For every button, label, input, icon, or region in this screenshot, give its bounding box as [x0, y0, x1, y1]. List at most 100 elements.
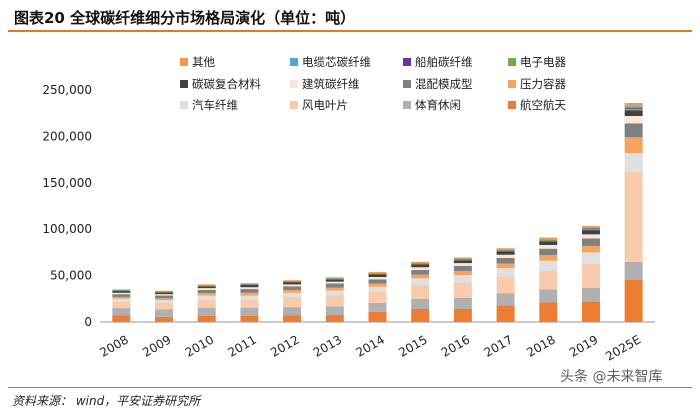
x-tick-label: 2017: [482, 332, 515, 359]
bar-segment: 压力容器 2012: 3000: [283, 289, 302, 293]
legend-item: 体育休闲: [403, 98, 461, 112]
bar-segment: 建筑碳纤维 2018: 4000: [539, 244, 558, 249]
x-tick-label: 2012: [268, 332, 301, 359]
bar-segment: 航空航天 2017: 18000: [496, 305, 515, 322]
bar-stack: 航空航天 2025E: 46000体育休闲 2025E: 19000风电叶片 2…: [624, 102, 643, 322]
bar-stack: 航空航天 2013: 7500体育休闲 2013: 9500风电叶片 2013:…: [325, 277, 344, 322]
bar-segment: 混配模成型 2015: 5000: [411, 270, 430, 275]
bar-segment: 混配模成型 2012: 4000: [283, 286, 302, 290]
bar-segment: 风电叶片 2016: 16500: [453, 282, 472, 298]
bar-segment: 混配模成型 2019: 8000: [581, 238, 600, 246]
legend-label: 航空航天: [520, 98, 566, 112]
footer-divider: [8, 387, 692, 388]
legend-item: 航空航天: [508, 98, 566, 112]
bar-segment: 航空航天 2025E: 46000: [624, 279, 643, 322]
bar-segment: 风电叶片 2012: 11000: [283, 296, 302, 308]
bar-segment: 航空航天 2011: 6500: [240, 315, 259, 322]
bar-segment: 风电叶片 2015: 15000: [411, 284, 430, 299]
bar-segment: 压力容器 2017: 5000: [496, 263, 515, 269]
bar-segment: 其他 2016: 1300: [453, 257, 472, 259]
legend-label: 电子电器: [520, 55, 566, 69]
legend-label: 其他: [192, 55, 215, 69]
bar-segment: 风电叶片 2019: 26000: [581, 263, 600, 288]
bar-segment: 其他 2015: 1200: [411, 261, 430, 263]
bar-segment: 电缆芯碳纤维 2018: 700: [539, 239, 558, 240]
bar-segment: 体育休闲 2013: 9500: [325, 306, 344, 316]
legend-swatch: [508, 101, 516, 109]
bar-segment: 其他 2012: 800: [283, 280, 302, 281]
bar-segment: 风电叶片 2008: 7000: [112, 301, 131, 309]
bar-segment: 建筑碳纤维 2025E: 8000: [624, 115, 643, 124]
bar-segment: 汽车纤维 2008: 3000: [112, 298, 131, 302]
x-axis: 2008 2009 2010 2011 2012 2013 2014 2015 2016 2017…: [97, 321, 655, 364]
x-tick-label: 2018: [524, 332, 557, 359]
bar-segment: 汽车纤维 2009: 3000: [155, 300, 174, 303]
bar-segment: 其他 2019: 2000: [581, 225, 600, 228]
bar-stack: 航空航天 2008: 7000体育休闲 2008: 8000风电叶片 2008:…: [112, 289, 131, 322]
bar-segment: 风电叶片 2025E: 97000: [624, 171, 643, 262]
x-tick-label: 2019: [567, 332, 600, 359]
bar-segment: 航空航天 2016: 14000: [453, 309, 472, 322]
legend-swatch: [508, 80, 516, 88]
x-tick-label: 2009: [140, 332, 173, 359]
bar-segment: 汽车纤维 2011: 4000: [240, 295, 259, 300]
bar-segment: 压力容器 2015: 4000: [411, 274, 430, 279]
bar-segment: 汽车纤维 2016: 8000: [453, 275, 472, 283]
bar-segment: 电子电器 2017: 1000: [496, 250, 515, 252]
bar-stack: 航空航天 2019: 22000体育休闲 2019: 15000风电叶片 201…: [581, 225, 600, 322]
legend-swatch: [180, 58, 188, 66]
legend-swatch: [290, 58, 298, 66]
legend-swatch: [508, 58, 516, 66]
legend-label: 电缆芯碳纤维: [302, 55, 371, 69]
bar-segment: 其他 2010: 800: [197, 284, 216, 286]
bar-segment: 建筑碳纤维 2011: 2000: [240, 287, 259, 290]
y-tick-label: 200,000: [42, 129, 92, 143]
x-tick-label: 2025E: [603, 332, 643, 363]
bar-stack: 航空航天 2017: 18000体育休闲 2017: 13000风电叶片 201…: [496, 248, 515, 322]
bar-segment: 体育休闲 2017: 13000: [496, 293, 515, 306]
bar-segment: 汽车纤维 2025E: 20000: [624, 153, 643, 172]
bar-segment: 风电叶片 2009: 7000: [155, 302, 174, 310]
bar-stack: 航空航天 2011: 6500体育休闲 2011: 9000风电叶片 2011:…: [240, 283, 259, 322]
bar-segment: 风电叶片 2010: 9000: [197, 299, 216, 308]
bar-segment: 体育休闲 2012: 9000: [283, 307, 302, 316]
bar-segment: 航空航天 2018: 21000: [539, 302, 558, 322]
x-tick-label: 2011: [225, 332, 258, 359]
x-tick-label: 2013: [311, 332, 344, 359]
legend-label: 体育休闲: [415, 98, 461, 112]
x-tick-label: 2015: [396, 332, 429, 359]
legend-label: 汽车纤维: [192, 98, 238, 112]
bar-segment: 碳碳复合材料 2012: 2500: [283, 282, 302, 285]
bar-segment: 其他 2025E: 3500: [624, 102, 643, 107]
watermark: 头条 @未来智库: [560, 369, 663, 385]
bar-segment: 风电叶片 2014: 12500: [368, 291, 387, 303]
bar-segment: 混配模成型 2014: 4500: [368, 279, 387, 284]
bar-segment: 航空航天 2009: 5500: [155, 316, 174, 322]
legend-swatch: [403, 101, 411, 109]
bar-segment: 电缆芯碳纤维 2019: 800: [581, 227, 600, 229]
bar-segment: 航空航天 2010: 6500: [197, 315, 216, 322]
legend-swatch: [403, 80, 411, 88]
bar-segment: 建筑碳纤维 2017: 3500: [496, 254, 515, 258]
bar-segment: 汽车纤维 2019: 12000: [581, 252, 600, 264]
bar-segment: 其他 2017: 1500: [496, 248, 515, 250]
bar-segment: 其他 2009: 700: [155, 290, 174, 292]
bar-segment: 碳碳复合材料 2016: 3000: [453, 260, 472, 264]
bar-segment: 航空航天 2013: 7500: [325, 315, 344, 322]
bar-segment: 体育休闲 2008: 8000: [112, 308, 131, 316]
bar-segment: 体育休闲 2015: 11000: [411, 298, 430, 310]
bar-segment: 电子电器 2016: 900: [453, 259, 472, 261]
bar-segment: 建筑碳纤维 2015: 3000: [411, 267, 430, 271]
legend-label: 压力容器: [520, 77, 566, 91]
bar-segment: 航空航天 2012: 7000: [283, 315, 302, 322]
y-tick-label: 250,000: [42, 83, 92, 97]
bar-segment: 体育休闲 2019: 15000: [581, 287, 600, 302]
bar-segment: 体育休闲 2011: 9000: [240, 307, 259, 316]
legend-swatch: [180, 101, 188, 109]
bar-segment: 电子电器 2010: 600: [197, 285, 216, 287]
bar-segment: 其他 2008: 700: [112, 289, 131, 290]
x-tick-label: 2014: [354, 332, 387, 359]
bar-segment: 建筑碳纤维 2014: 2500: [368, 276, 387, 280]
bar-segment: 风电叶片 2011: 9000: [240, 299, 259, 308]
x-tick-label: 2008: [97, 332, 130, 359]
